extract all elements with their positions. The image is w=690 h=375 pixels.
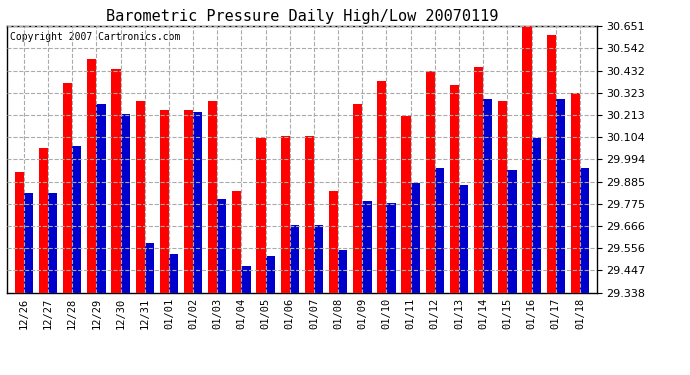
Bar [135, 102, 145, 292]
Bar [571, 93, 580, 292]
Bar [290, 225, 299, 292]
Bar [217, 199, 226, 292]
Bar [314, 225, 323, 292]
Title: Barometric Pressure Daily High/Low 20070119: Barometric Pressure Daily High/Low 20070… [106, 9, 498, 24]
Bar [483, 99, 493, 292]
Bar [555, 99, 565, 292]
Bar [184, 110, 193, 292]
Text: Copyright 2007 Cartronics.com: Copyright 2007 Cartronics.com [10, 32, 180, 42]
Bar [402, 116, 411, 292]
Bar [266, 256, 275, 292]
Bar [426, 71, 435, 292]
Bar [353, 104, 362, 292]
Bar [459, 184, 469, 292]
Bar [329, 191, 338, 292]
Bar [474, 67, 483, 292]
Bar [531, 138, 541, 292]
Bar [580, 168, 589, 292]
Bar [159, 110, 169, 292]
Bar [48, 193, 57, 292]
Bar [72, 146, 81, 292]
Bar [63, 83, 72, 292]
Bar [546, 34, 555, 292]
Bar [233, 191, 241, 292]
Bar [411, 183, 420, 292]
Bar [507, 170, 517, 292]
Bar [97, 104, 106, 292]
Bar [145, 243, 154, 292]
Bar [14, 172, 24, 292]
Bar [281, 136, 290, 292]
Bar [498, 102, 507, 292]
Bar [24, 193, 33, 292]
Bar [377, 81, 386, 292]
Bar [386, 203, 395, 292]
Bar [522, 27, 531, 292]
Bar [193, 112, 202, 292]
Bar [111, 69, 121, 292]
Bar [208, 102, 217, 292]
Bar [305, 136, 314, 292]
Bar [362, 201, 371, 292]
Bar [257, 138, 266, 292]
Bar [241, 266, 250, 292]
Bar [87, 59, 97, 292]
Bar [338, 249, 347, 292]
Bar [450, 85, 459, 292]
Bar [435, 168, 444, 292]
Bar [121, 114, 130, 292]
Bar [39, 148, 48, 292]
Bar [169, 254, 178, 292]
